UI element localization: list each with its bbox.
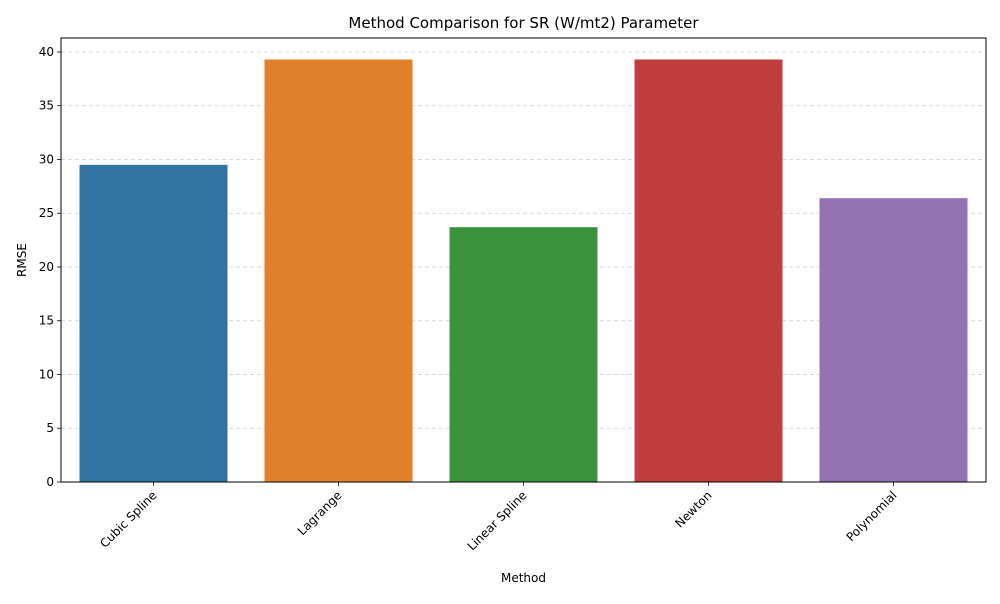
y-tick-label: 25 [39,206,54,220]
bar-polynomial [819,198,968,482]
y-ticks: 0 5 10 15 20 25 30 35 40 [39,45,61,489]
bar-lagrange [264,59,413,482]
chart-title: Method Comparison for SR (W/mt2) Paramet… [348,14,699,32]
x-tick-label: Cubic Spline [97,488,159,550]
y-axis-label: RMSE [15,243,29,277]
x-ticks: Cubic Spline Lagrange Linear Spline Newton P… [97,482,900,553]
y-tick-label: 5 [46,421,54,435]
y-tick-label: 20 [39,260,54,274]
x-axis-label: Method [501,571,546,585]
y-tick-label: 0 [46,475,54,489]
bars [79,59,968,482]
bar-newton [634,59,783,482]
x-tick-label: Lagrange [295,488,345,538]
y-tick-label: 10 [39,367,54,381]
y-tick-label: 35 [39,99,54,113]
bar-cubic-spline [79,164,228,482]
bar-linear-spline [449,227,598,482]
x-tick-label: Polynomial [844,488,900,544]
y-tick-label: 40 [39,45,54,59]
y-tick-label: 30 [39,152,54,166]
x-tick-label: Linear Spline [465,488,530,553]
y-tick-label: 15 [39,314,54,328]
x-tick-label: Newton [672,488,714,530]
